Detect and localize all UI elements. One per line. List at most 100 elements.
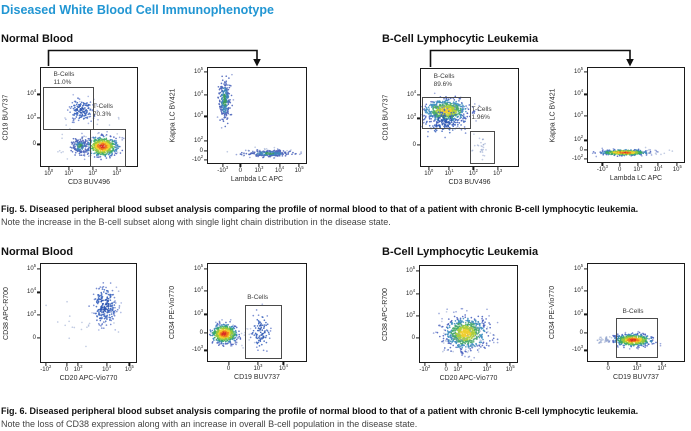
gating-arrow-normal	[47, 49, 258, 66]
y-tick-mark	[37, 143, 41, 146]
x-tick-label: 103	[633, 164, 643, 173]
y-axis-label-text: CD34 PE-Vio770	[169, 285, 177, 340]
x-tick-mark	[509, 362, 511, 366]
x-tick-mark	[298, 163, 300, 167]
y-tick-label: 104	[574, 88, 583, 98]
x-tick-label: 104	[275, 165, 285, 174]
y-tick-mark	[584, 158, 588, 160]
y-tick-mark	[204, 115, 208, 118]
scatter-dots	[208, 303, 272, 352]
x-tick-label: 100	[44, 168, 54, 177]
x-tick-label: 104	[102, 364, 112, 373]
gate-percentage: 70.3%	[92, 111, 112, 119]
x-tick-label: 100	[424, 168, 434, 177]
gate-name: B-Cells	[53, 70, 75, 78]
scatter-dots	[421, 92, 487, 161]
scatter-dots	[45, 282, 123, 348]
gate-label: B-Cells	[247, 294, 268, 302]
y-tick-mark	[204, 140, 208, 142]
y-tick-mark	[584, 139, 588, 141]
y-axis-label: CD34 PE-Vio770	[547, 264, 559, 361]
y-tick-label: 0	[411, 335, 415, 341]
y-tick-mark	[37, 93, 41, 96]
y-axis-label-text: Kappa LC BV421	[549, 87, 557, 143]
y-tick-label: 0	[32, 141, 36, 148]
y-tick-label: -103	[192, 344, 203, 354]
group-label-cll-top: B-Cell Lymphocytic Leukemia	[382, 33, 539, 45]
gate-name: T-Cells	[471, 105, 492, 113]
flow-plot-normal-lightchain: Kappa LC BV421 105 104 103 102 0 -102 -103 0 103 1…	[170, 66, 307, 183]
y-tick-label: 103	[194, 110, 203, 120]
x-axis-label: CD20 APC-Vio770	[439, 375, 498, 382]
x-tick-mark	[257, 361, 259, 365]
x-tick-mark	[457, 362, 459, 366]
gate-label: T-Cells 70.3%	[93, 103, 113, 119]
y-tick-mark	[204, 313, 208, 316]
x-tick-mark	[486, 362, 488, 366]
gating-arrow-cll	[429, 49, 631, 67]
y-tick-mark	[584, 115, 588, 117]
gate-name: B-Cells	[247, 294, 269, 302]
y-axis-label-text: CD38 APC-R700	[2, 286, 10, 340]
flow-plot-normal-cd3-cd19: CD19 BUV737 104 103 0 100 101 102 103 CD3 BUV496…	[3, 67, 138, 186]
y-axis-label: CD38 APC-R700	[0, 264, 12, 362]
y-tick-mark	[584, 268, 588, 270]
x-tick-label: -102	[40, 364, 52, 373]
x-tick-label: 0	[618, 167, 622, 173]
y-tick-mark	[416, 315, 420, 317]
y-tick-mark	[584, 290, 588, 292]
gate-label: B-Cells 89.6%	[434, 73, 455, 89]
y-tick-mark	[204, 150, 208, 152]
x-tick-mark	[92, 166, 94, 170]
page-title: Diseased White Blood Cell Immunophenotyp…	[1, 3, 274, 17]
y-tick-label: 0	[199, 147, 203, 154]
x-axis-label: CD3 BUV496	[448, 179, 491, 186]
flow-plot-cll-cd19-cd34: CD34 PE-Vio770 105 104 103 0 -103 0 103 104 CD19 …	[550, 263, 685, 381]
y-axis-label: CD19 BUV737	[0, 68, 12, 166]
y-tick-mark	[204, 71, 208, 73]
y-axis-label-text: CD19 BUV737	[382, 94, 390, 141]
gating-arrowhead-cll	[626, 59, 634, 67]
y-axis-label: CD38 APC-R700	[379, 266, 391, 362]
gate-box	[42, 86, 94, 130]
y-tick-label: 104	[194, 88, 203, 98]
y-axis-label: CD34 PE-Vio770	[167, 264, 179, 361]
gate-label: B-Cells	[623, 308, 644, 316]
x-tick-mark	[661, 361, 663, 365]
x-tick-label: 101	[64, 168, 74, 177]
y-tick-label: 103	[574, 308, 583, 318]
fig5-caption-bold: Fig. 5. Diseased peripheral blood subset…	[1, 204, 639, 214]
y-tick-mark	[204, 349, 208, 351]
x-tick-label: 103	[112, 168, 122, 177]
y-tick-mark	[37, 291, 41, 293]
x-tick-mark	[601, 162, 603, 166]
x-tick-mark	[676, 162, 678, 166]
group-label-normal-bottom: Normal Blood	[1, 246, 74, 258]
x-tick-label: 104	[482, 364, 492, 373]
gate-name: B-Cells	[622, 307, 644, 315]
y-tick-label: 104	[406, 287, 415, 297]
x-tick-label: 102	[88, 168, 98, 177]
x-tick-label: 104	[657, 363, 667, 372]
y-tick-label: 103	[407, 112, 416, 122]
fig6-caption-bold: Fig. 6. Diseased peripheral blood subset…	[1, 406, 639, 416]
gate-percentage: 89.6%	[433, 80, 453, 88]
x-tick-mark	[227, 361, 230, 365]
x-tick-mark	[68, 166, 70, 170]
y-tick-mark	[584, 313, 588, 316]
y-tick-label: 103	[406, 309, 415, 319]
scatter-dots	[596, 330, 662, 350]
y-tick-mark	[584, 93, 588, 95]
y-tick-mark	[37, 336, 41, 339]
gate-box	[469, 131, 495, 165]
y-tick-mark	[204, 159, 208, 161]
flow-plot-cll-lightchain: Kappa LC BV421 105 104 103 102 0 -102 -103 0 103 1…	[550, 66, 685, 182]
x-tick-mark	[239, 163, 241, 167]
y-tick-mark	[417, 117, 421, 120]
gating-arrowhead-normal	[253, 59, 261, 67]
y-tick-label: -103	[572, 344, 583, 354]
x-tick-label: -102	[419, 364, 431, 373]
fig5-caption: Fig. 5. Diseased peripheral blood subset…	[1, 203, 641, 229]
x-tick-label: 102	[453, 364, 463, 373]
x-tick-label: 0	[444, 367, 448, 373]
